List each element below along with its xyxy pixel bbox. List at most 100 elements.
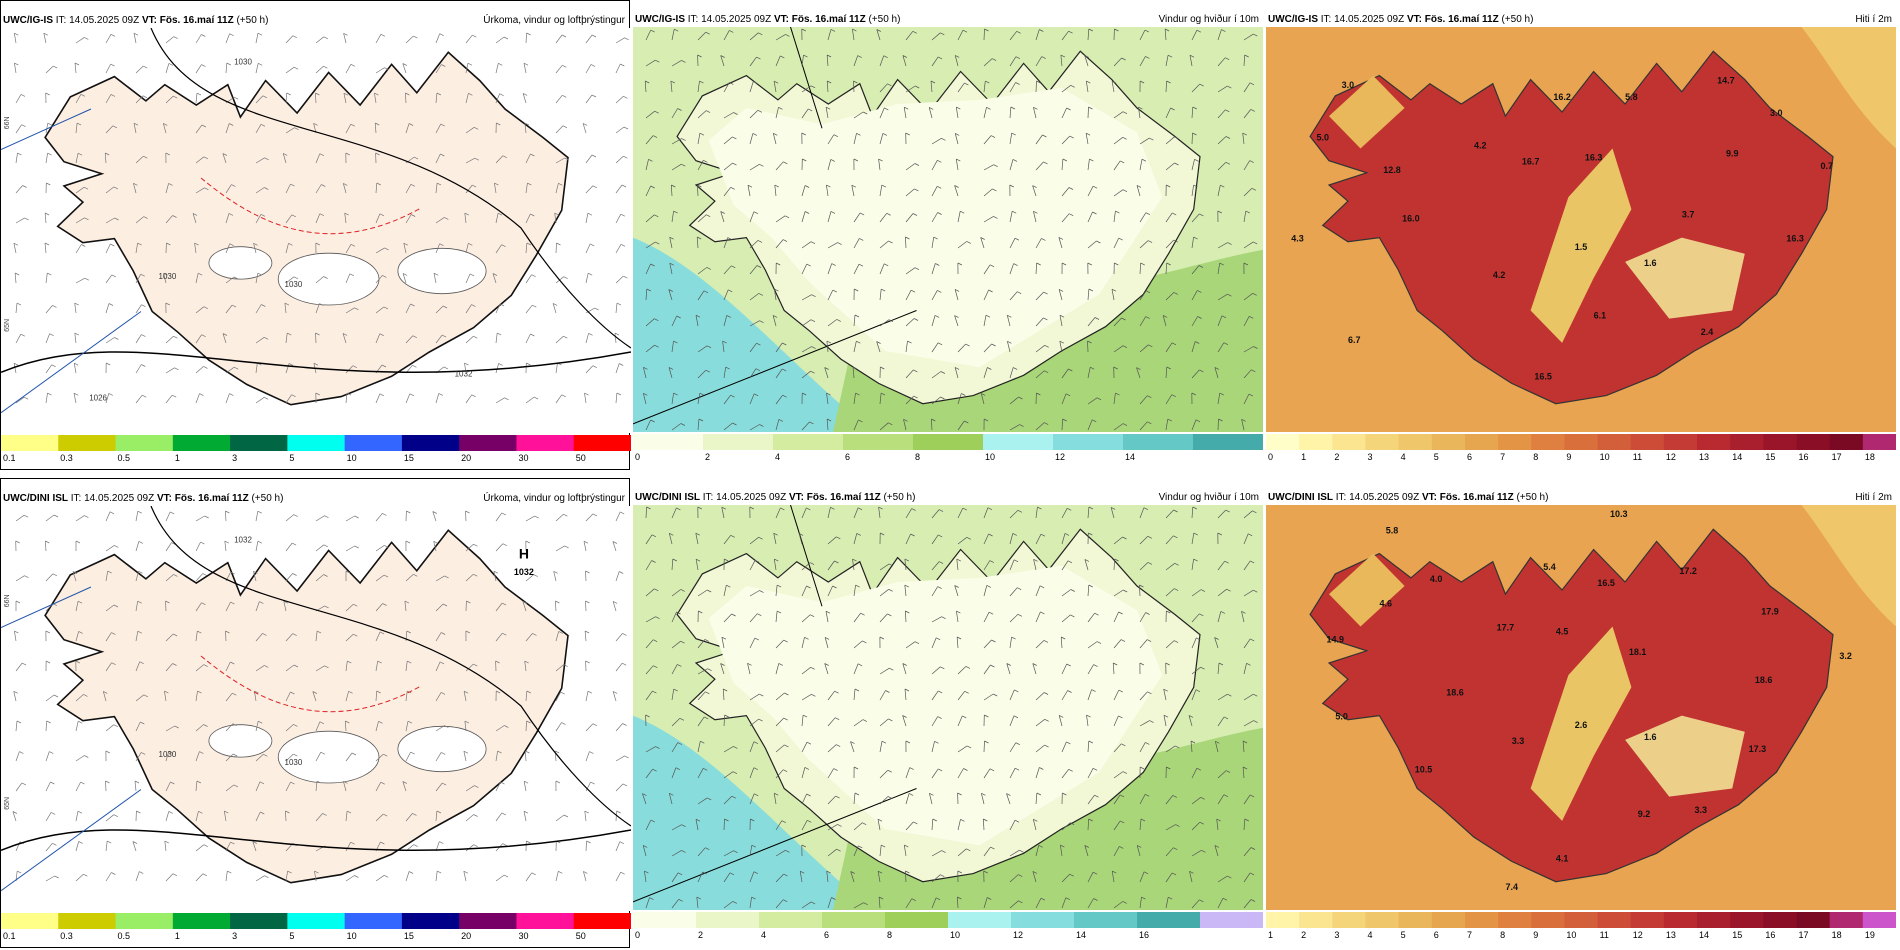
wind-barb <box>255 781 261 792</box>
wind-barb <box>585 273 589 284</box>
wind-barb <box>315 515 325 522</box>
wind-barb <box>931 212 938 223</box>
wind-barb <box>495 244 502 254</box>
scale-tick-label: 8 <box>1533 452 1538 462</box>
wind-barb <box>1035 792 1038 805</box>
wind-barb <box>773 533 777 545</box>
wind-barb <box>827 585 833 597</box>
wind-barb <box>775 663 780 675</box>
wind-barb <box>1009 56 1017 67</box>
wind-barb <box>1009 715 1015 727</box>
wind-barb <box>45 273 48 284</box>
model-label: UWC/DINI ISL <box>1268 492 1333 503</box>
init-time-label: IT: <box>1335 492 1347 503</box>
wind-barb <box>902 715 907 727</box>
wind-barb <box>1243 393 1250 405</box>
wind-barb <box>775 769 784 779</box>
wind-barb <box>801 614 811 623</box>
wind-barb <box>905 395 914 405</box>
wind-barb <box>45 694 55 702</box>
wind-barb <box>1061 873 1070 883</box>
wind-barb <box>135 871 140 882</box>
wind-barb <box>285 573 293 582</box>
wind-barb <box>879 107 885 119</box>
scale-tick-label: 4 <box>775 452 780 462</box>
wind-barb <box>255 63 259 74</box>
glacier-outline <box>208 246 273 280</box>
valid-time: Fös. 16.maí 11Z <box>806 492 881 503</box>
temperature-value-label: 2.4 <box>1701 327 1714 337</box>
scale-tick-label: 16 <box>1765 930 1775 940</box>
wind-barb <box>1139 137 1150 145</box>
wind-barb <box>645 768 653 779</box>
scale-tick-label: 5 <box>289 453 294 463</box>
wind-barb <box>1035 56 1042 67</box>
wind-barb <box>798 533 803 545</box>
wind-barb <box>1061 187 1070 197</box>
wind-barb <box>749 293 760 301</box>
wind-barb <box>1165 535 1174 545</box>
wind-barb <box>827 848 837 857</box>
wind-barb <box>1165 847 1174 857</box>
scale-swatch <box>516 913 575 929</box>
wind-barb <box>1217 136 1227 145</box>
wind-barb <box>75 694 84 702</box>
wind-barb <box>905 267 916 275</box>
wind-barb <box>723 162 733 171</box>
wind-barb <box>253 571 257 582</box>
wind-barb <box>435 393 440 404</box>
init-time-label: IT: <box>1320 14 1332 25</box>
wind-barb <box>645 263 651 275</box>
wind-barb <box>905 188 915 197</box>
wind-barb <box>135 274 142 284</box>
valid-time: Fös. 16.maí 11Z <box>159 15 234 26</box>
wind-barb <box>827 211 832 223</box>
wind-barb <box>1165 824 1176 831</box>
wind-barb <box>956 636 959 649</box>
wind-barb <box>435 575 445 582</box>
color-scale-legend: 0.1 0.3 0.5 1 3 5 10 15 20 30 50 <box>1 913 631 949</box>
wind-barb <box>435 153 441 164</box>
scale-tick-label: 30 <box>518 931 528 941</box>
wind-barb <box>827 263 833 275</box>
wind-barb <box>645 560 652 571</box>
glacier-outline <box>277 730 380 784</box>
wind-barb <box>523 63 527 74</box>
scale-tick-label: 0.1 <box>3 453 16 463</box>
wind-barb <box>225 871 228 882</box>
wind-barb <box>852 29 855 41</box>
wind-barb <box>492 273 497 284</box>
wind-barb <box>225 753 234 762</box>
scale-swatch <box>843 434 914 450</box>
wind-barb <box>668 793 673 805</box>
wind-barb <box>827 824 838 831</box>
wind-barb <box>1165 136 1175 145</box>
wind-barb <box>1243 794 1251 805</box>
wind-barb <box>1113 715 1119 727</box>
wind-barb <box>585 94 593 104</box>
wind-barb <box>642 393 647 405</box>
wind-barb <box>931 716 938 727</box>
valid-time-label: VT: <box>773 14 789 25</box>
map-area: 66N 65N 1030 1030 1030 1026 1032 <box>1 28 631 433</box>
temperature-value-label: 17.3 <box>1749 744 1767 754</box>
wind-barb <box>1243 82 1251 93</box>
wind-barb <box>645 690 653 701</box>
wind-barb <box>827 536 837 545</box>
scale-swatch <box>1630 434 1665 450</box>
wind-barb <box>405 214 412 224</box>
wind-barb <box>879 213 887 223</box>
wind-barb <box>773 559 777 571</box>
wind-barb <box>1113 689 1120 701</box>
wind-barb <box>876 29 881 41</box>
wind-barb <box>225 841 231 852</box>
wind-barb <box>523 781 527 792</box>
wind-barb <box>1139 639 1148 649</box>
wind-barb <box>435 92 438 104</box>
wind-barb <box>343 93 347 104</box>
wind-barb <box>495 213 499 224</box>
wind-barb <box>105 303 110 314</box>
lead-time: (+50 h) <box>868 14 901 25</box>
wind-barb <box>904 610 907 623</box>
wind-barb <box>775 507 781 519</box>
